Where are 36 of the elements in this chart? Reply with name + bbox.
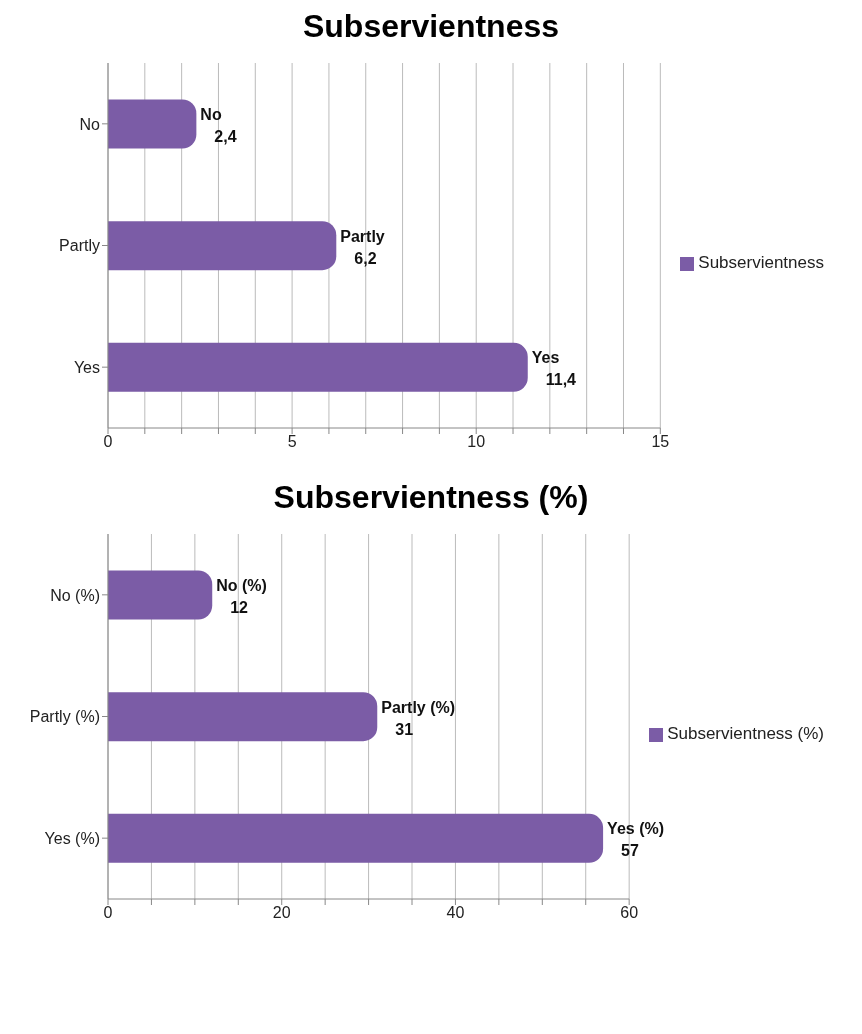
x-tick-label: 60 bbox=[620, 904, 639, 922]
y-tick-label: Yes bbox=[73, 358, 100, 376]
data-label: 11,4 bbox=[545, 371, 577, 389]
legend-label: Subservientness (%) bbox=[667, 724, 824, 743]
x-tick-label: 0 bbox=[103, 904, 113, 922]
data-label: 12 bbox=[230, 599, 249, 616]
x-tick-label: 5 bbox=[287, 433, 297, 451]
y-tick-label: Partly (%) bbox=[29, 708, 100, 726]
chart-title: Subservientness bbox=[301, 8, 561, 45]
data-label: 2,4 bbox=[214, 128, 237, 145]
x-tick-label: 10 bbox=[467, 433, 486, 451]
x-tick-label: 15 bbox=[651, 433, 670, 451]
category-label: No (%) bbox=[216, 577, 267, 594]
bar bbox=[108, 692, 378, 742]
data-label: 57 bbox=[621, 842, 639, 860]
bar bbox=[108, 342, 528, 392]
bar bbox=[108, 570, 213, 620]
x-tick-label: 0 bbox=[103, 433, 113, 451]
y-tick-label: No (%) bbox=[50, 586, 100, 604]
x-tick-label: 20 bbox=[272, 904, 291, 922]
category-label: No bbox=[200, 106, 222, 123]
category-label: Yes bbox=[531, 349, 560, 367]
bar bbox=[108, 221, 337, 271]
bar bbox=[108, 813, 604, 863]
category-label: Partly (%) bbox=[381, 698, 456, 716]
data-label: 31 bbox=[395, 720, 414, 738]
category-label: Partly bbox=[340, 227, 385, 245]
data-label: 6,2 bbox=[354, 249, 377, 267]
legend-label: Subservientness bbox=[698, 253, 824, 272]
y-tick-label: Partly bbox=[59, 237, 100, 255]
x-tick-label: 40 bbox=[446, 904, 465, 922]
category-label: Yes (%) bbox=[607, 820, 665, 838]
bar bbox=[108, 99, 197, 149]
chart-title: Subservientness (%) bbox=[272, 479, 590, 516]
y-tick-label: No bbox=[79, 115, 101, 133]
y-tick-label: Yes (%) bbox=[44, 829, 100, 847]
